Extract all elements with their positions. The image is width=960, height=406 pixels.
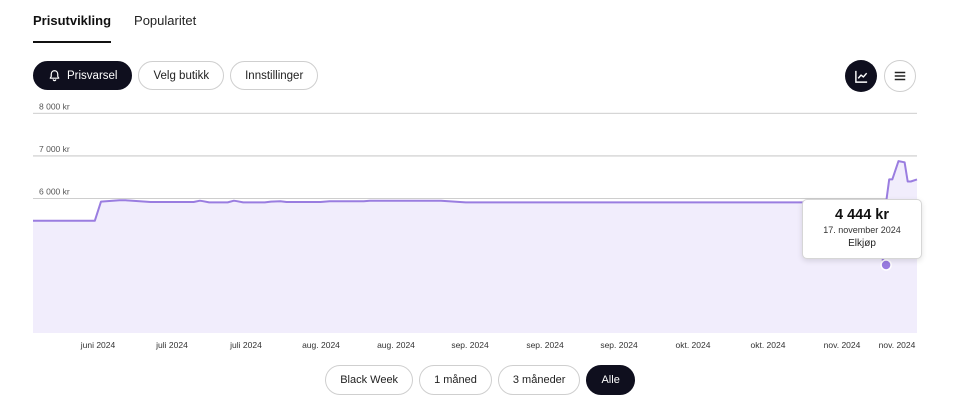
price-area (33, 161, 917, 333)
x-tick-label: aug. 2024 (377, 340, 415, 350)
price-line[interactable] (33, 160, 918, 266)
settings-button[interactable]: Innstillinger (230, 61, 319, 90)
x-tick-label: nov. 2024 (879, 340, 916, 350)
x-tick-label: okt. 2024 (751, 340, 786, 350)
price-alert-label: Prisvarsel (67, 69, 118, 82)
tab-bar: Prisutvikling Popularitet (33, 0, 196, 44)
chart-toolbar: Prisvarsel Velg butikk Innstillinger (33, 61, 319, 90)
price-tooltip: 4 444 kr 17. november 2024 Elkjøp (802, 199, 922, 259)
tooltip-price: 4 444 kr (834, 207, 890, 223)
x-tick-label: sep. 2024 (526, 340, 564, 350)
y-tick-label: 8 000 kr (39, 101, 70, 111)
y-tick-label: 7 000 kr (39, 144, 70, 154)
tooltip-store: Elkjøp (848, 238, 876, 249)
tab-popularitet[interactable]: Popularitet (134, 13, 197, 28)
range-black-week[interactable]: Black Week (325, 365, 414, 395)
menu-list-icon (894, 71, 906, 81)
tab-prisutvikling[interactable]: Prisutvikling (33, 0, 112, 44)
x-tick-label: okt. 2024 (676, 340, 711, 350)
select-store-button[interactable]: Velg butikk (138, 61, 225, 90)
x-axis-labels: juni 2024 juli 2024 juli 2024 aug. 2024 aug.… (80, 340, 916, 350)
highlight-point[interactable] (880, 259, 892, 271)
bell-icon (49, 70, 60, 82)
x-tick-label: sep. 2024 (451, 340, 489, 350)
x-tick-label: juni 2024 (80, 340, 116, 350)
line-chart-view-button[interactable] (845, 60, 877, 92)
y-tick-label: 6 000 kr (39, 187, 70, 197)
time-range-selector: Black Week 1 måned 3 måneder Alle (0, 365, 960, 395)
price-history-chart: 3 000 kr4 000 kr5 000 kr6 000 kr7 000 kr… (33, 101, 918, 350)
price-alert-button[interactable]: Prisvarsel (33, 61, 133, 90)
list-view-button[interactable] (884, 60, 916, 92)
x-tick-label: aug. 2024 (302, 340, 340, 350)
line-chart-icon (854, 70, 867, 83)
x-tick-label: juli 2024 (229, 340, 262, 350)
range-1-month[interactable]: 1 måned (419, 365, 492, 395)
tooltip-date: 17. november 2024 (823, 225, 901, 235)
x-tick-label: sep. 2024 (600, 340, 638, 350)
x-tick-label: nov. 2024 (824, 340, 861, 350)
range-3-months[interactable]: 3 måneder (497, 365, 581, 395)
x-tick-label: juli 2024 (155, 340, 188, 350)
range-all[interactable]: Alle (586, 365, 635, 395)
